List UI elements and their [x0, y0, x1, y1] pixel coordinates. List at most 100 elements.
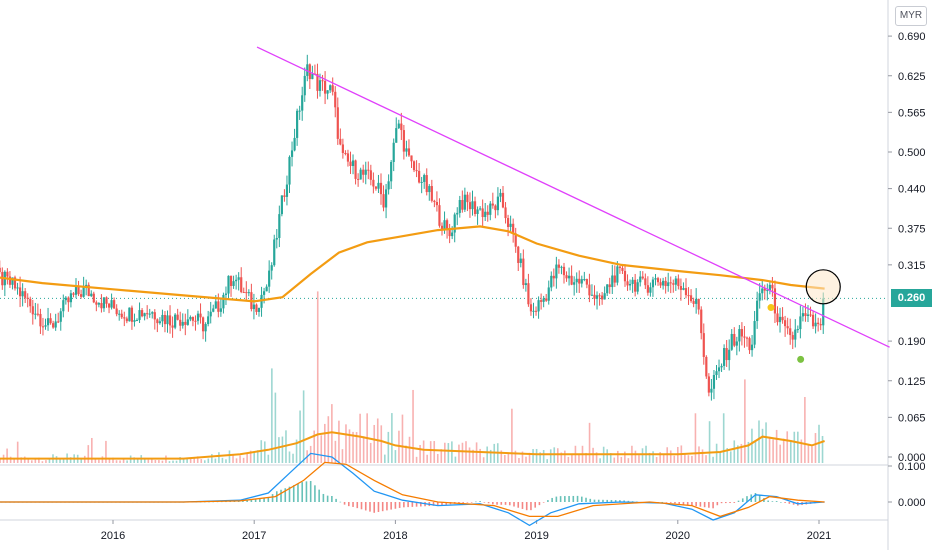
candle-body [712, 375, 716, 389]
candle-body [270, 265, 273, 271]
candle-body [659, 282, 662, 286]
volume-bar [412, 389, 414, 463]
volume-bar [203, 460, 206, 463]
volume-bar [691, 455, 693, 463]
candle-body [799, 316, 802, 330]
macd-histogram-bar [712, 502, 714, 509]
candle-body [133, 320, 136, 322]
macd-histogram-bar [305, 481, 308, 502]
candle-body [453, 214, 456, 233]
macd-histogram-bar [259, 498, 261, 502]
candle-body [689, 295, 693, 302]
candle-body [52, 323, 55, 328]
candle-body [323, 81, 327, 94]
candle-body [26, 297, 29, 299]
candle-body [232, 281, 235, 286]
volume-bar [391, 413, 393, 463]
candle-body [265, 286, 268, 292]
volume-bar [733, 440, 736, 463]
volume-bar [620, 456, 623, 463]
macd-histogram-bar [288, 486, 291, 502]
volume-bar [242, 457, 245, 463]
macd-histogram-bar [335, 498, 337, 502]
macd-histogram-bar [254, 499, 257, 502]
volume-bar [189, 458, 192, 463]
candle-body [613, 275, 616, 283]
volume-bar [613, 457, 616, 463]
macd-histogram-bar [682, 502, 685, 505]
candle-body [46, 318, 50, 326]
candle-body [362, 169, 365, 175]
candle-body [120, 313, 123, 318]
candle-body [590, 294, 594, 296]
macd-histogram-bar [322, 493, 325, 502]
volume-bar [729, 451, 732, 463]
candle-body [359, 169, 362, 180]
volume-bar [313, 430, 316, 463]
volume-bar [634, 450, 637, 463]
macd-tick-label: 0.000 [898, 497, 926, 509]
volume-bar [115, 460, 118, 463]
candle-body [730, 333, 733, 350]
volume-bar [281, 436, 284, 463]
volume-bar [316, 291, 319, 463]
time-tick-label: 2016 [101, 530, 125, 542]
candle-body [580, 279, 583, 284]
candle-body [479, 208, 482, 210]
volume-bar [779, 444, 781, 463]
candle-body [143, 313, 146, 317]
volume-bar [588, 422, 591, 463]
volume-bar [560, 452, 563, 463]
volume-bar [595, 452, 598, 463]
volume-bar [447, 443, 450, 463]
macd-histogram-bar [411, 502, 414, 507]
volume-bar [451, 441, 453, 463]
candle-body [242, 292, 245, 294]
candle-body [85, 284, 88, 287]
macd-histogram-bar [631, 501, 634, 502]
candle-body [514, 233, 517, 247]
volume-bar [193, 457, 195, 463]
currency-badge[interactable]: MYR [895, 6, 927, 26]
volume-bar [641, 448, 644, 463]
candle-body [423, 175, 426, 182]
candle-body [275, 237, 278, 240]
candle-body [336, 107, 339, 139]
candle-body [240, 277, 243, 293]
price-tick-label: 0.190 [898, 336, 926, 348]
volume-bar [401, 414, 404, 463]
candle-body [786, 326, 789, 329]
macd-histogram-bar [364, 502, 367, 511]
candle-body [606, 284, 609, 294]
candle-body [496, 196, 500, 211]
volume-bar [302, 390, 305, 463]
volume-bar [468, 447, 471, 463]
volume-bar [387, 431, 390, 463]
volume-bar [0, 458, 1, 463]
candle-body [82, 286, 85, 297]
volume-bar [744, 379, 746, 463]
macd-histogram-bar [780, 502, 782, 503]
macd-histogram-bar [504, 502, 507, 505]
candle-body [209, 311, 212, 317]
candle-body [148, 313, 151, 315]
candle-body [723, 348, 726, 366]
candle-body [809, 314, 812, 316]
candle-body [407, 148, 411, 156]
macd-histogram-bar [318, 489, 320, 502]
volume-bar [34, 458, 37, 463]
price-tick-label: 0.125 [898, 376, 926, 388]
macd-histogram-bar [758, 495, 761, 502]
volume-bar [20, 457, 23, 463]
macd-histogram-bar [500, 502, 503, 505]
candle-body [214, 301, 217, 309]
macd-histogram-bar [551, 497, 553, 502]
candle-body [387, 181, 390, 190]
volume-bar [13, 458, 15, 463]
macd-histogram-bar [530, 502, 532, 511]
candle-body [34, 313, 37, 315]
candle-body [745, 337, 749, 339]
candle-body [814, 322, 817, 327]
candle-body [186, 319, 189, 325]
